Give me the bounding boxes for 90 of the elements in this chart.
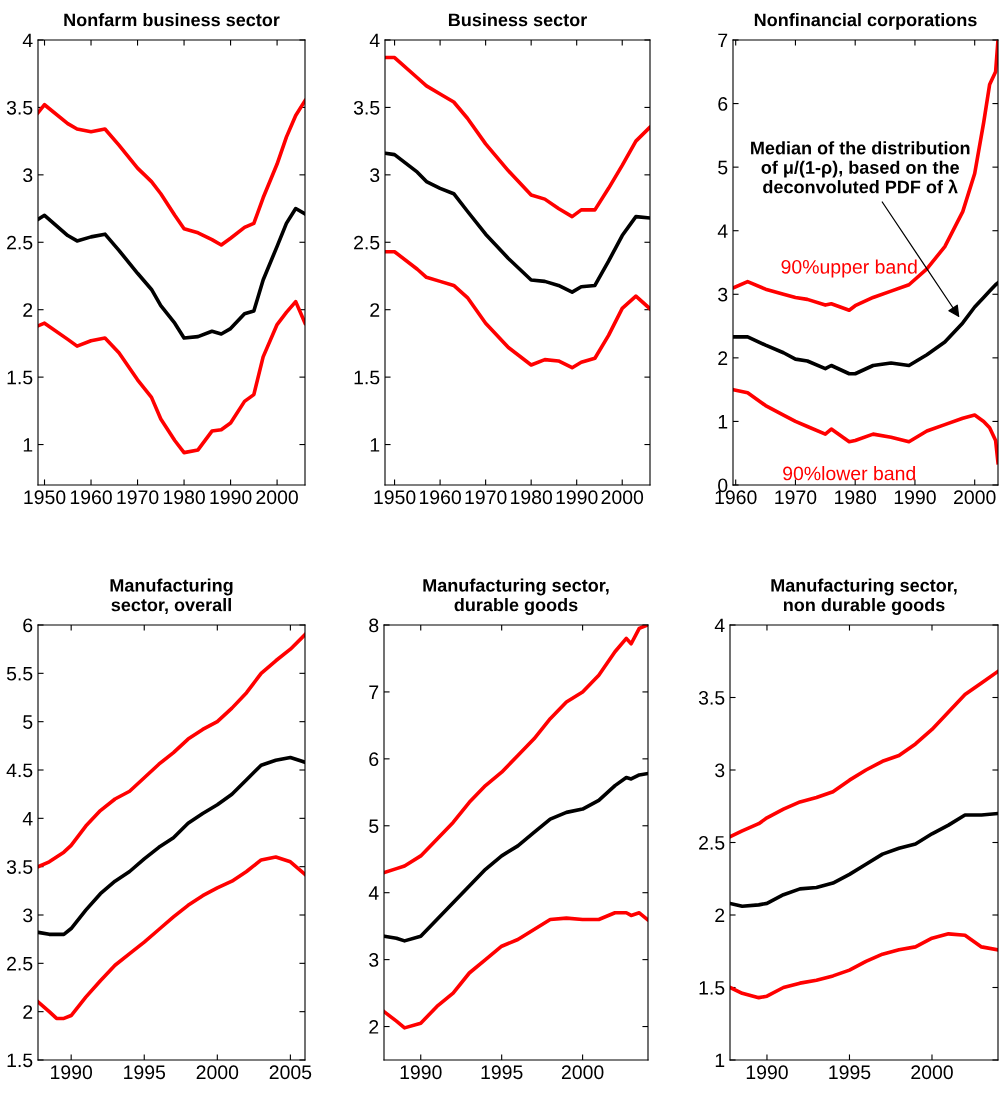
y-tick-label: 8 bbox=[369, 618, 379, 633]
chart-title: Nonfarm business sector bbox=[64, 13, 280, 27]
line-series bbox=[733, 387, 998, 465]
y-tick-label: 3 bbox=[370, 168, 380, 183]
y-tick-label: 1 bbox=[23, 438, 33, 452]
x-tick-label: 1990 bbox=[51, 1065, 93, 1080]
x-tick-label: 1990 bbox=[210, 490, 252, 505]
line-series bbox=[38, 299, 305, 455]
chart-title: Manufacturing sector, non durable goods bbox=[771, 578, 957, 615]
y-tick-label: 2 bbox=[369, 1020, 379, 1034]
chart-title: Nonfinancial corporations bbox=[754, 13, 977, 30]
y-tick-label: 4.5 bbox=[6, 763, 33, 778]
y-tick-label: 4 bbox=[22, 812, 33, 826]
line-series bbox=[384, 910, 648, 1030]
series-label: 90%upper band bbox=[781, 259, 917, 278]
x-tick-label: 1970 bbox=[117, 490, 159, 505]
y-tick-label: 1 bbox=[715, 1053, 725, 1068]
x-tick-label: 2000 bbox=[954, 490, 996, 505]
line-series bbox=[38, 855, 305, 1021]
x-tick-label: 2000 bbox=[911, 1065, 953, 1080]
y-tick-label: 2 bbox=[718, 351, 728, 365]
chart-title: Manufacturing sector, durable goods bbox=[423, 578, 609, 615]
y-tick-label: 2 bbox=[370, 303, 380, 317]
x-tick-label: 1990 bbox=[400, 1065, 442, 1080]
y-tick-label: 2.5 bbox=[699, 835, 725, 850]
y-tick-label: 3 bbox=[718, 287, 728, 302]
y-tick-label: 3.5 bbox=[6, 860, 33, 874]
x-tick-label: 1990 bbox=[556, 490, 598, 505]
y-tick-label: 3 bbox=[23, 168, 33, 183]
x-tick-label: 1970 bbox=[775, 490, 817, 505]
x-tick-label: 2005 bbox=[269, 1065, 312, 1080]
x-tick-label: 1990 bbox=[746, 1065, 788, 1080]
y-tick-label: 6 bbox=[23, 618, 33, 633]
y-tick-label: 5 bbox=[23, 715, 33, 729]
x-tick-label: 1960 bbox=[419, 490, 461, 505]
line-series bbox=[385, 55, 650, 219]
y-tick-label: 2.5 bbox=[7, 956, 33, 971]
x-tick-label: 1950 bbox=[24, 490, 66, 505]
x-tick-label: 1995 bbox=[829, 1065, 871, 1080]
line-series bbox=[38, 98, 305, 247]
x-tick-label: 2000 bbox=[256, 490, 298, 505]
y-tick-label: 3.5 bbox=[698, 690, 725, 705]
line-series bbox=[38, 632, 305, 869]
y-tick-label: 2 bbox=[23, 303, 33, 317]
x-tick-label: 1980 bbox=[163, 490, 205, 505]
x-tick-label: 2000 bbox=[561, 1065, 604, 1080]
y-tick-label: 6 bbox=[369, 752, 379, 767]
x-tick-label: 1995 bbox=[481, 1065, 523, 1080]
x-tick-label: 1980 bbox=[835, 490, 877, 505]
y-tick-label: 1 bbox=[718, 415, 728, 429]
y-tick-label: 2 bbox=[715, 908, 725, 923]
line-series bbox=[730, 669, 998, 839]
x-tick-label: 1970 bbox=[465, 490, 507, 505]
x-tick-label: 1990 bbox=[894, 490, 936, 505]
y-tick-label: 1.5 bbox=[7, 1053, 33, 1068]
y-tick-label: 7 bbox=[369, 685, 379, 699]
x-tick-label: 1950 bbox=[374, 490, 416, 505]
chart-title: Manufacturing sector, overall bbox=[110, 578, 233, 614]
y-tick-label: 3 bbox=[715, 763, 725, 778]
y-tick-label: 1 bbox=[370, 438, 380, 452]
y-tick-label: 1.5 bbox=[354, 370, 380, 385]
y-tick-label: 3 bbox=[369, 953, 379, 967]
y-tick-label: 7 bbox=[718, 33, 728, 48]
annotation: Median of the distribution of μ/(1-ρ), based on the deconvoluted PDF of λ bbox=[751, 141, 970, 194]
series-label: 90%lower band bbox=[783, 466, 915, 481]
y-tick-label: 3.5 bbox=[353, 100, 380, 115]
x-tick-label: 2000 bbox=[196, 1065, 239, 1080]
y-tick-label: 2 bbox=[23, 1005, 33, 1019]
x-tick-label: 1995 bbox=[124, 1065, 166, 1080]
x-tick-label: 1980 bbox=[511, 490, 553, 505]
y-tick-label: 5 bbox=[718, 160, 728, 175]
chart-title: Business sector bbox=[448, 13, 587, 27]
y-tick-label: 4 bbox=[368, 886, 379, 900]
y-tick-label: 5.5 bbox=[6, 667, 33, 681]
y-tick-label: 4 bbox=[22, 33, 33, 48]
y-tick-label: 1.5 bbox=[7, 370, 33, 385]
y-tick-label: 4 bbox=[717, 224, 728, 238]
y-tick-label: 2.5 bbox=[354, 235, 380, 250]
y-tick-label: 1.5 bbox=[699, 981, 725, 995]
y-tick-label: 2.5 bbox=[7, 235, 33, 250]
y-tick-label: 3 bbox=[23, 908, 33, 923]
x-tick-label: 1960 bbox=[70, 490, 112, 505]
y-tick-label: 6 bbox=[718, 97, 728, 111]
y-tick-label: 4 bbox=[369, 33, 380, 48]
y-tick-label: 4 bbox=[714, 618, 725, 633]
line-series bbox=[730, 932, 998, 1000]
x-tick-label: 2000 bbox=[601, 490, 644, 505]
line-series bbox=[385, 249, 650, 370]
y-tick-label: 5 bbox=[369, 819, 379, 834]
y-tick-label: 3.5 bbox=[6, 100, 33, 115]
